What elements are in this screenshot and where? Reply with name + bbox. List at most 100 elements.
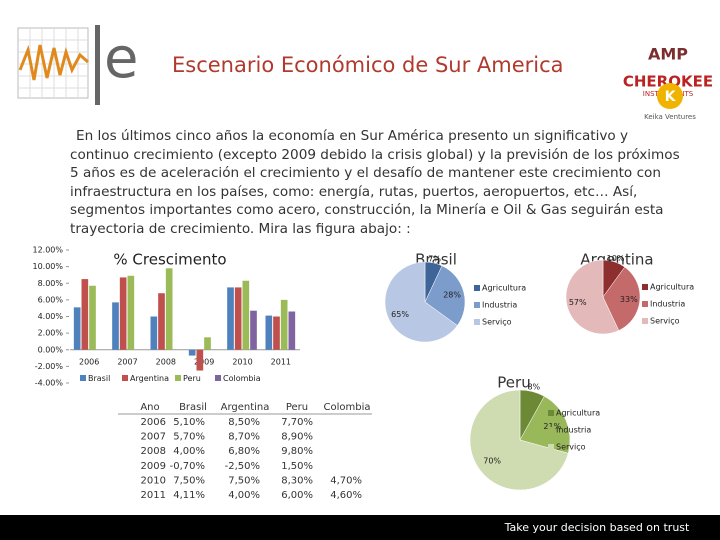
table-cell: -2,50%: [225, 461, 260, 472]
x-tick-label: 2009: [194, 358, 214, 367]
legend-swatch: [474, 319, 480, 325]
x-tick-label: 2011: [271, 358, 291, 367]
bar: [73, 307, 81, 350]
x-tick-label: 2010: [232, 358, 252, 367]
value-label: 57%: [569, 298, 587, 307]
legend-swatch: [642, 318, 648, 324]
legend-swatch: [215, 375, 221, 381]
legend-label: Industria: [556, 426, 591, 435]
legend-label: Brasil: [88, 374, 110, 383]
table-cell: 2007: [141, 432, 166, 443]
bar: [150, 316, 158, 350]
chart-title: % Crescimento: [113, 251, 226, 269]
bar: [112, 302, 119, 350]
bar: [89, 285, 96, 350]
y-tick-label: 4.00%: [38, 312, 64, 321]
y-tick-label: -4.00%: [35, 379, 64, 388]
table-cell: 6,00%: [281, 490, 313, 501]
footer-bar: [0, 515, 720, 540]
x-tick-label: 2006: [79, 358, 99, 367]
table-cell: 8,90%: [281, 432, 313, 443]
value-label: 33%: [620, 295, 638, 304]
brand: e: [104, 26, 138, 91]
legend-label: Industria: [482, 301, 517, 310]
legend-swatch: [122, 375, 128, 381]
bar: [288, 311, 296, 350]
value-label: 7%: [428, 255, 441, 264]
legend-swatch: [80, 375, 86, 381]
y-tick-label: 12.00%: [32, 246, 63, 255]
pie-title: Peru: [497, 374, 530, 392]
legend-swatch: [642, 284, 648, 290]
table-cell: 4,00%: [228, 490, 260, 501]
legend-swatch: [548, 444, 554, 450]
bar: [234, 287, 242, 350]
legend-swatch: [642, 301, 648, 307]
table-cell: 2011: [141, 490, 166, 501]
pie-slice: [424, 265, 466, 326]
legend-label: Argentina: [130, 374, 169, 383]
bar: [273, 316, 280, 350]
table-cell: 6,80%: [228, 446, 260, 457]
bar: [158, 293, 165, 350]
legend-swatch: [175, 375, 181, 381]
pie-slice: [469, 389, 569, 491]
legend-label: Serviço: [482, 318, 512, 327]
logo: [17, 25, 100, 105]
pie-slice: [602, 266, 641, 331]
legend-swatch: [548, 410, 554, 416]
table-cell: 2008: [141, 446, 166, 457]
bar: [119, 277, 127, 350]
logo-text: AMP: [648, 45, 688, 64]
table-cell: 4,60%: [330, 490, 362, 501]
logo-text: Keika Ventures: [644, 113, 696, 121]
y-tick-label: 10.00%: [32, 262, 63, 271]
table-cell: 2010: [141, 475, 166, 486]
table-cell: 8,70%: [228, 432, 260, 443]
logo-text: CHEROKEE: [623, 73, 713, 91]
svg-text:K: K: [665, 89, 677, 105]
x-tick-label: 2008: [156, 358, 176, 367]
table-cell: 2009: [141, 461, 166, 472]
legend-label: Agricultura: [650, 283, 694, 292]
bar: [165, 268, 173, 350]
table-cell: 2006: [141, 417, 166, 428]
table-cell: 7,50%: [228, 475, 260, 486]
paragraph: En los últimos cinco años la economía en…: [70, 128, 680, 237]
table-cell: 9,80%: [281, 446, 313, 457]
legend-label: Agricultura: [556, 409, 600, 418]
bar: [227, 287, 234, 350]
x-tick-label: 2007: [117, 358, 137, 367]
pie-slice: [565, 259, 620, 335]
legend-label: Colombia: [223, 374, 261, 383]
table-cell: 4,70%: [330, 475, 362, 486]
table-header: Brasil: [179, 402, 207, 413]
legend-swatch: [474, 302, 480, 308]
legend-label: Peru: [183, 374, 201, 383]
bar: [280, 299, 288, 350]
table-header: Peru: [286, 402, 308, 413]
bar: [265, 315, 273, 350]
table-cell: 1,50%: [281, 461, 313, 472]
table-header: Ano: [140, 402, 159, 413]
legend-label: Agricultura: [482, 284, 526, 293]
y-tick-label: -2.00%: [35, 362, 64, 371]
legend-label: Serviço: [556, 443, 586, 452]
table-cell: 8,30%: [281, 475, 313, 486]
table-cell: 7,70%: [281, 417, 313, 428]
y-tick-label: 0.00%: [38, 345, 64, 354]
value-label: 70%: [483, 457, 501, 466]
table-cell: -0,70%: [170, 461, 205, 472]
legend-swatch: [474, 285, 480, 291]
bar: [188, 349, 196, 356]
footer-text: Take your decision based on trust: [504, 521, 690, 534]
value-label: 65%: [391, 310, 409, 319]
bar: [250, 310, 257, 350]
value-label: 8%: [527, 382, 540, 391]
bar: [81, 279, 89, 350]
table-cell: 7,50%: [173, 475, 205, 486]
bar: [242, 280, 250, 350]
legend-swatch: [548, 427, 554, 433]
